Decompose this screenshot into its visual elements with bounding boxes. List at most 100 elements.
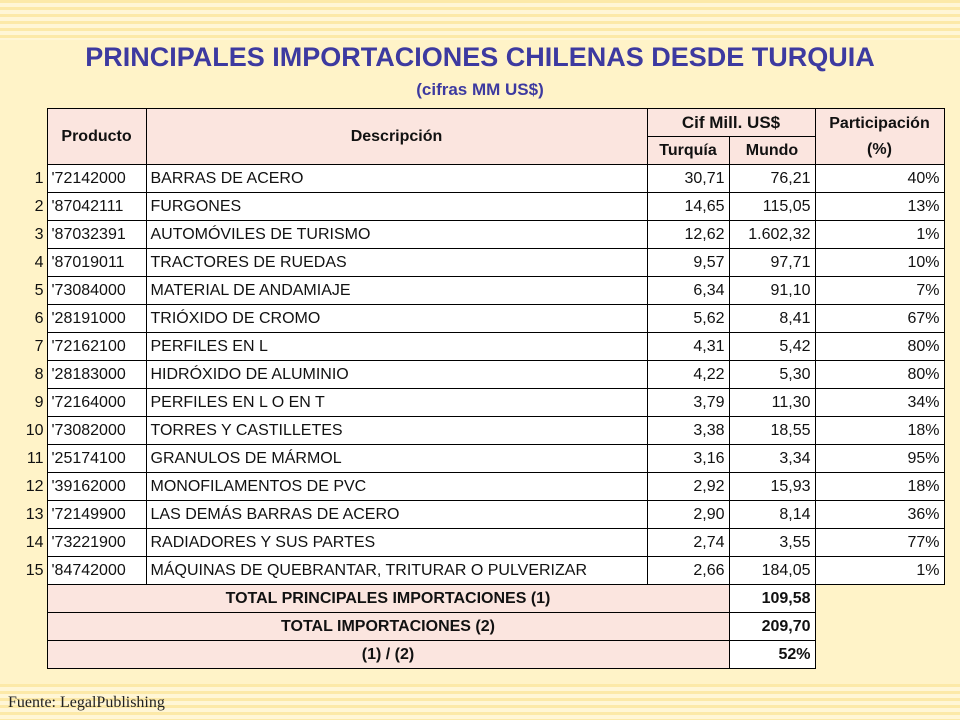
description-cell: FURGONES <box>145 192 648 221</box>
product-code-cell: '84742000 <box>46 556 147 585</box>
header-producto: Producto <box>46 108 147 165</box>
row-index: 7 <box>34 337 44 355</box>
row-index: 1 <box>34 169 44 187</box>
table-row: 2'87042111 FURGONES 14,65 115,05 13% <box>20 192 945 221</box>
row-index: 2 <box>34 197 44 215</box>
total-index-blank <box>20 585 47 613</box>
header-participacion: Participación (%) <box>814 108 945 165</box>
mundo-value-cell: 115,05 <box>728 192 816 221</box>
description-cell: PERFILES EN L O EN T <box>145 388 648 417</box>
participacion-value-cell: 67% <box>814 304 945 333</box>
turquia-value-cell: 30,71 <box>646 164 730 193</box>
mundo-value-cell: 8,41 <box>728 304 816 333</box>
total-trailing-blank <box>815 585 944 613</box>
page-title: PRINCIPALES IMPORTACIONES CHILENAS DESDE… <box>85 42 875 72</box>
total-label-cell: (1) / (2) <box>46 640 730 669</box>
row-index: 6 <box>34 309 44 327</box>
total-trailing-blank <box>815 613 944 641</box>
description-cell: TORRES Y CASTILLETES <box>145 416 648 445</box>
turquia-value-cell: 2,92 <box>646 472 730 501</box>
total-label-cell: TOTAL PRINCIPALES IMPORTACIONES (1) <box>46 584 730 613</box>
row-index: 3 <box>34 225 44 243</box>
total-trailing-blank <box>815 641 944 669</box>
row-index: 12 <box>25 477 44 495</box>
total-index-blank <box>20 613 47 641</box>
mundo-value-cell: 5,42 <box>728 332 816 361</box>
table-row: 10'73082000 TORRES Y CASTILLETES 3,38 18,55… <box>20 416 945 445</box>
participacion-value-cell: 10% <box>814 248 945 277</box>
description-cell: MÁQUINAS DE QUEBRANTAR, TRITURAR O PULVE… <box>145 556 648 585</box>
row-index: 4 <box>34 253 44 271</box>
row-index: 8 <box>34 365 44 383</box>
description-cell: PERFILES EN L <box>145 332 648 361</box>
participacion-value-cell: 40% <box>814 164 945 193</box>
imports-table: Producto Descripción Cif Mill. US$ Parti… <box>20 108 945 669</box>
participacion-value-cell: 13% <box>814 192 945 221</box>
product-code-cell: '39162000 <box>46 472 147 501</box>
table-row: 12'39162000 MONOFILAMENTOS DE PVC 2,92 15,9… <box>20 472 945 501</box>
table-row: 14'73221900 RADIADORES Y SUS PARTES 2,74 3,… <box>20 528 945 557</box>
mundo-value-cell: 15,93 <box>728 472 816 501</box>
description-cell: TRIÓXIDO DE CROMO <box>145 304 648 333</box>
table-row: 9'72164000 PERFILES EN L O EN T 3,79 11,30 3… <box>20 388 945 417</box>
bottom-stripes-decoration <box>0 684 960 720</box>
participacion-value-cell: 36% <box>814 500 945 529</box>
product-code-cell: '73082000 <box>46 416 147 445</box>
participacion-value-cell: 95% <box>814 444 945 473</box>
participacion-value-cell: 80% <box>814 360 945 389</box>
mundo-value-cell: 184,05 <box>728 556 816 585</box>
table-row: 4'87019011 TRACTORES DE RUEDAS 9,57 97,71 10… <box>20 248 945 277</box>
description-cell: MATERIAL DE ANDAMIAJE <box>145 276 648 305</box>
table-row: 11'25174100 GRANULOS DE MÁRMOL 3,16 3,34 95% <box>20 444 945 473</box>
product-code-cell: '28191000 <box>46 304 147 333</box>
table-row: 15'84742000 MÁQUINAS DE QUEBRANTAR, TRITU… <box>20 556 945 585</box>
header-row-1: Producto Descripción Cif Mill. US$ Parti… <box>20 108 945 165</box>
header-cif: Cif Mill. US$ <box>646 108 816 137</box>
header-participacion-label: Participación <box>829 114 930 132</box>
product-code-cell: '73221900 <box>46 528 147 557</box>
header-mundo: Mundo <box>728 136 816 165</box>
description-cell: AUTOMÓVILES DE TURISMO <box>145 220 648 249</box>
total-row: TOTAL PRINCIPALES IMPORTACIONES (1) 109,5… <box>20 584 944 613</box>
table-row: 1'72142000 BARRAS DE ACERO 30,71 76,21 40% <box>20 164 945 193</box>
participacion-value-cell: 77% <box>814 528 945 557</box>
turquia-value-cell: 3,79 <box>646 388 730 417</box>
product-code-cell: '72164000 <box>46 388 147 417</box>
participacion-value-cell: 34% <box>814 388 945 417</box>
source-note: Fuente: LegalPublishing <box>8 694 165 711</box>
mundo-value-cell: 1.602,32 <box>728 220 816 249</box>
table-row: 13'72149900 LAS DEMÁS BARRAS DE ACERO 2,90… <box>20 500 945 529</box>
header-index-cell <box>20 109 47 165</box>
table-row: 5'73084000 MATERIAL DE ANDAMIAJE 6,34 91,10… <box>20 276 945 305</box>
description-cell: TRACTORES DE RUEDAS <box>145 248 648 277</box>
mundo-value-cell: 8,14 <box>728 500 816 529</box>
turquia-value-cell: 4,31 <box>646 332 730 361</box>
row-index: 13 <box>25 505 44 523</box>
product-code-cell: '25174100 <box>46 444 147 473</box>
turquia-value-cell: 4,22 <box>646 360 730 389</box>
turquia-value-cell: 2,66 <box>646 556 730 585</box>
total-index-blank <box>20 641 47 669</box>
total-value-cell: 52% <box>728 640 816 669</box>
table-row: 6'28191000 TRIÓXIDO DE CROMO 5,62 8,41 67% <box>20 304 945 333</box>
total-value-cell: 209,70 <box>728 612 816 641</box>
turquia-value-cell: 14,65 <box>646 192 730 221</box>
header-participacion-unit: (%) <box>867 140 892 158</box>
header-descripcion: Descripción <box>145 108 648 165</box>
description-cell: MONOFILAMENTOS DE PVC <box>145 472 648 501</box>
participacion-value-cell: 18% <box>814 472 945 501</box>
description-cell: GRANULOS DE MÁRMOL <box>145 444 648 473</box>
product-code-cell: '72142000 <box>46 164 147 193</box>
product-code-cell: '72162100 <box>46 332 147 361</box>
mundo-value-cell: 3,55 <box>728 528 816 557</box>
table-row: 3'87032391 AUTOMÓVILES DE TURISMO 12,62 1.6… <box>20 220 945 249</box>
participacion-value-cell: 7% <box>814 276 945 305</box>
header-turquia: Turquía <box>646 136 730 165</box>
turquia-value-cell: 5,62 <box>646 304 730 333</box>
mundo-value-cell: 97,71 <box>728 248 816 277</box>
total-label-cell: TOTAL IMPORTACIONES (2) <box>46 612 730 641</box>
row-index: 10 <box>25 421 44 439</box>
participacion-value-cell: 1% <box>814 556 945 585</box>
turquia-value-cell: 6,34 <box>646 276 730 305</box>
participacion-value-cell: 18% <box>814 416 945 445</box>
